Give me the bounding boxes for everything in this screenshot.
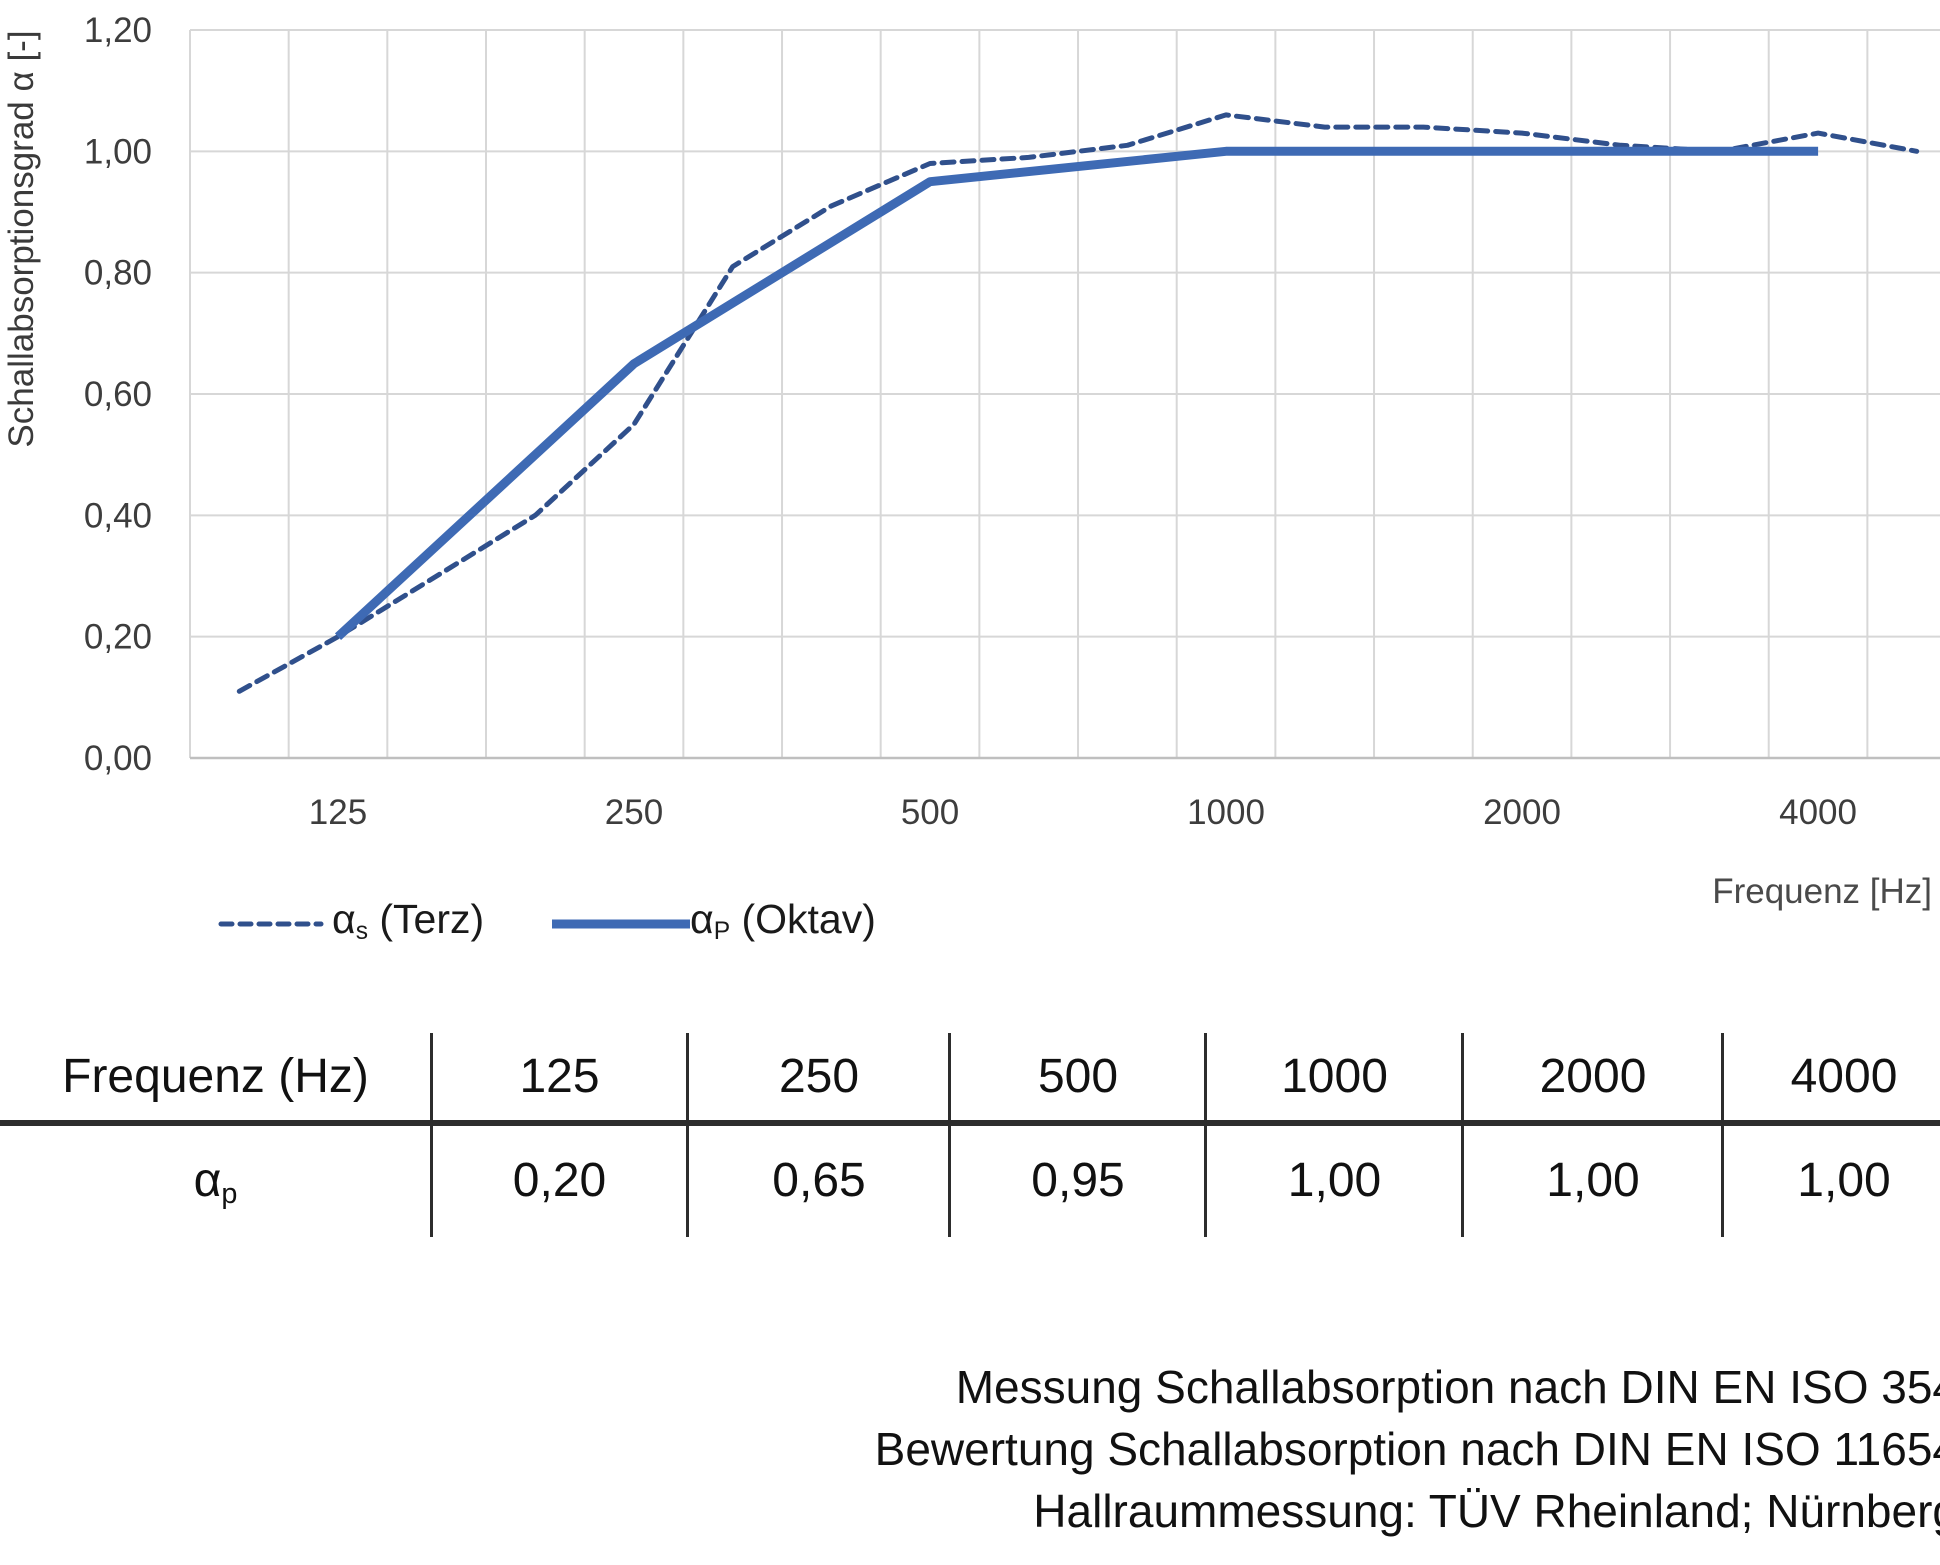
svg-text:0,60: 0,60 [84, 375, 152, 414]
svg-text:1,20: 1,20 [84, 11, 152, 50]
legend-label-alpha-s: αs (Terz) [332, 896, 485, 946]
table-row-label: αp [193, 1154, 238, 1211]
svg-text:250: 250 [605, 793, 663, 832]
svg-text:2000: 2000 [1483, 793, 1561, 832]
legend-dashed-swatch [218, 921, 324, 927]
table-header-cell: 2000 [1539, 1050, 1647, 1103]
svg-text:0,40: 0,40 [84, 496, 152, 535]
x-axis-title: Frequenz [Hz] [1712, 872, 1932, 911]
chart-legend: αs (Terz) αP (Oktav) [0, 890, 1100, 960]
table-header-cell: 500 [1037, 1050, 1119, 1103]
table-value-cell: 0,65 [772, 1154, 866, 1207]
table-divider [430, 1033, 433, 1237]
legend-solid-swatch [552, 919, 690, 929]
table-divider [1721, 1033, 1724, 1237]
table-value-cell: 0,20 [512, 1154, 607, 1207]
legend-label-alpha-p: αP (Oktav) [690, 896, 876, 946]
table-value-cell: 1,00 [1546, 1154, 1640, 1207]
svg-text:0,20: 0,20 [84, 618, 152, 657]
table-header-cell: 1000 [1281, 1050, 1388, 1103]
svg-text:0,80: 0,80 [84, 254, 152, 293]
table-value-cell: 1,00 [1287, 1154, 1382, 1207]
table-header-cell: 4000 [1790, 1050, 1898, 1103]
note-line: Messung Schallabsorption nach DIN EN ISO… [955, 1361, 1940, 1413]
svg-text:500: 500 [901, 793, 959, 832]
svg-text:1000: 1000 [1187, 793, 1265, 832]
table-header-rule [0, 1120, 1940, 1126]
note-line: Bewertung Schallabsorption nach DIN EN I… [874, 1423, 1940, 1475]
note-line: Hallraummessung: TÜV Rheinland; Nürnberg [1033, 1485, 1940, 1537]
absorption-line-chart: 0,00 0,20 0,40 0,60 0,80 1,00 1,20 125 250 500 100… [84, 11, 1940, 832]
table-value-cell: 1,00 [1797, 1154, 1891, 1207]
table-header-cell: Frequenz (Hz) [62, 1050, 369, 1103]
svg-text:0,00: 0,00 [84, 739, 152, 778]
table-divider [686, 1033, 689, 1237]
svg-text:1,00: 1,00 [84, 132, 152, 171]
table-divider [948, 1033, 951, 1237]
measurement-notes: Messung Schallabsorption nach DIN EN ISO… [0, 1356, 1940, 1542]
table-divider [1204, 1033, 1207, 1237]
svg-text:4000: 4000 [1779, 793, 1857, 832]
table-header-cell: 250 [778, 1050, 860, 1103]
table-value-cell: 0,95 [1031, 1154, 1125, 1207]
svg-text:125: 125 [309, 793, 367, 832]
table-divider [1461, 1033, 1464, 1237]
table-header-cell: 125 [519, 1050, 600, 1103]
